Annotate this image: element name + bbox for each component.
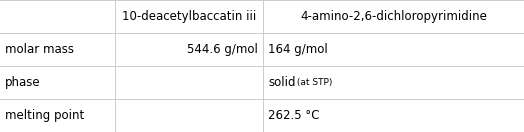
Text: 4-amino-2,6-dichloropyrimidine: 4-amino-2,6-dichloropyrimidine (300, 10, 487, 23)
Text: molar mass: molar mass (5, 43, 74, 56)
Text: 10-deacetylbaccatin iii: 10-deacetylbaccatin iii (122, 10, 256, 23)
Text: 544.6 g/mol: 544.6 g/mol (187, 43, 258, 56)
Text: melting point: melting point (5, 109, 84, 122)
Text: solid: solid (268, 76, 296, 89)
Text: phase: phase (5, 76, 41, 89)
Text: (at STP): (at STP) (294, 78, 332, 87)
Text: 164 g/mol: 164 g/mol (268, 43, 328, 56)
Text: 262.5 °C: 262.5 °C (268, 109, 320, 122)
